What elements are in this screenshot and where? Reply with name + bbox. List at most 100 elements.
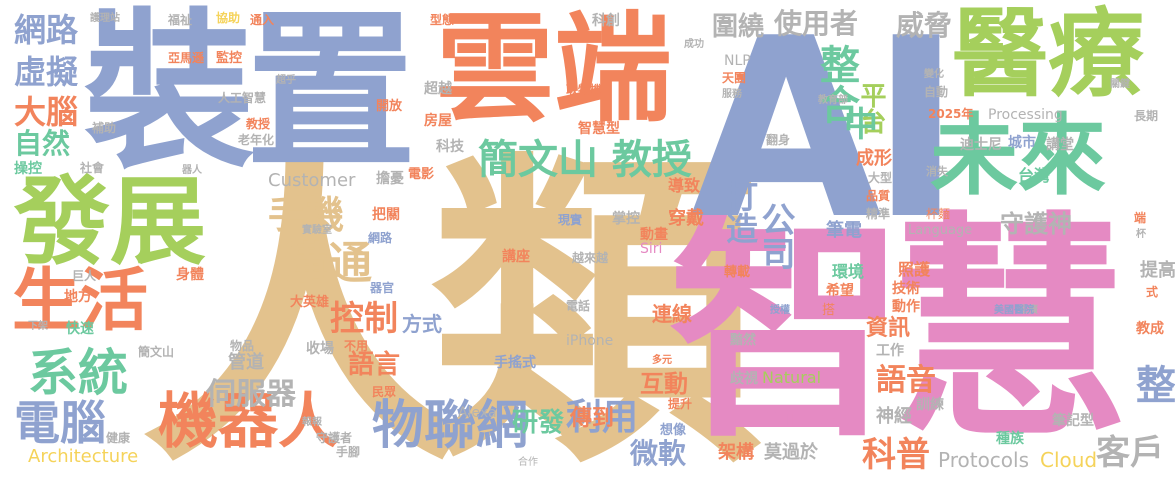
word-yuelaiyue: 電話	[566, 299, 591, 313]
word-zhihui: 智慧	[668, 193, 1128, 470]
word-weilai: 未來	[930, 104, 1107, 207]
word-buzhu: 護理站	[90, 13, 120, 24]
word-wireless: Wireless	[766, 406, 850, 430]
word-da: 照護	[898, 260, 931, 279]
word-buyong: 簡文山	[138, 345, 175, 359]
word-chengxing: 成形	[856, 148, 892, 169]
word-customer: Customer	[268, 170, 356, 191]
word-nlp: NLP	[724, 53, 751, 69]
word-diannao: 電腦	[14, 396, 106, 450]
word-pingtai: 平台	[856, 82, 886, 134]
word-chenggong: 教育部	[818, 95, 848, 106]
word-daozhi: 動畫	[640, 227, 668, 243]
word-tongru: 協助	[216, 11, 241, 25]
word-fanshen: 服務	[722, 89, 742, 100]
word-shouhushen: 守護神	[1000, 210, 1072, 238]
word-bei: 式	[1146, 285, 1159, 299]
word-qiren: 補助	[92, 121, 117, 135]
word-ziran: 自然	[14, 127, 71, 160]
word-jiagou: 架構	[718, 442, 754, 463]
word-shouyaoshi: 轉載	[724, 265, 751, 280]
word-shouhuzhe: 健康	[106, 431, 131, 445]
word-wanglu: 網路	[14, 11, 79, 49]
word-jianwenshan-jiaoshou: 簡文山 教授	[478, 137, 692, 183]
word-chaohu: 亞馬遜	[168, 51, 205, 65]
word-tisheng: 想像	[660, 423, 687, 438]
word-baguan: 把關	[372, 207, 400, 223]
word-protocols: Protocols	[938, 448, 1030, 472]
word-xuni: 虛擬	[14, 53, 79, 91]
word-daxing: 翻身	[766, 133, 791, 147]
word-dayingxiong: 不用	[344, 339, 369, 353]
word-quwuji: 超乎	[276, 75, 296, 86]
word-shoujiao: 提升	[668, 397, 693, 411]
word-shouquan: 美國醫院	[994, 305, 1034, 316]
word-jiqiren: 機器人	[158, 387, 338, 457]
word-fuwuqi: 伺服器	[206, 377, 296, 412]
word-renlei: 人類	[140, 123, 760, 482]
word-bijixing: 筆記型	[1052, 413, 1094, 429]
word-guandao: 管道	[228, 352, 264, 373]
word-chengshi: 城市	[1008, 135, 1036, 151]
word-bidian: 筆電	[826, 220, 862, 241]
word-fangwu: 房屋	[424, 113, 452, 129]
word-taiwan: 消失	[926, 165, 948, 178]
word-shi: 提高	[1140, 260, 1175, 281]
word-chuandao: 傳到	[570, 406, 615, 431]
word-2025nian: 杯麵	[926, 207, 951, 221]
word-zixun: 資訊	[866, 316, 911, 341]
word-jiaoyubu: 多元	[652, 355, 672, 366]
word-shenjing: 神經	[876, 406, 912, 427]
word-kuaisu: 快速	[66, 321, 94, 337]
word-anran: 歧視	[730, 371, 758, 387]
word-duan: 台灣	[1018, 166, 1051, 185]
word-zhongzu: 種族	[996, 431, 1024, 447]
word-zhaohu: 動作	[892, 299, 920, 315]
word-jingzhun: 品質	[866, 189, 891, 203]
word-caokong: 操控	[14, 161, 42, 177]
word-yuyin: 語音	[876, 363, 936, 398]
word-baobao: 下架	[28, 321, 48, 332]
word-zidong: 變化	[924, 69, 944, 80]
word-shenti: 身體	[176, 267, 204, 283]
word-juren: 實驗室	[302, 225, 332, 236]
word-weiruan: 微軟	[630, 437, 687, 470]
word-dongzuo: 技術	[892, 281, 920, 297]
word-zhihuixing: 智慧型	[578, 121, 620, 137]
word-yuyan: 語言	[348, 350, 401, 380]
word-kepu: 科普	[862, 435, 930, 475]
word-processing: Processing	[988, 107, 1063, 123]
word-jiangtang: 講堂	[1046, 137, 1074, 153]
word-yanfa: 研發	[512, 408, 565, 438]
word-jiankong: 型態	[430, 13, 455, 27]
word-tiantuan: 取物機	[566, 83, 603, 97]
word-dazao: 打造	[721, 180, 759, 244]
word-duoyuan: 授權	[770, 305, 790, 316]
word-iphone: iPhone	[566, 333, 614, 349]
word-hulizhan: 成功	[684, 39, 704, 50]
word-changqi: 自動	[924, 85, 949, 99]
word-zhangkong: 現實	[558, 213, 583, 227]
word-shouchang: 收場	[306, 341, 334, 357]
word-zheng: 整	[1136, 363, 1175, 409]
word-fuzhi: 越來越	[572, 251, 609, 265]
word-kechuang: 通入	[250, 13, 275, 27]
word-jianwenshan: 守護者	[316, 431, 353, 445]
word-guanjian: 端	[1134, 211, 1147, 225]
word-bianhua: 2025年	[928, 107, 974, 121]
word-difang: 地方	[64, 289, 92, 305]
word-ahmc: 合作	[518, 457, 538, 468]
word-zhuanzai: 黯然	[730, 333, 757, 348]
word-hudong: 互動	[640, 370, 688, 398]
word-language: Language	[908, 223, 973, 238]
word-rengongzhihui: 人工智慧	[218, 91, 267, 105]
word-natural: Natural	[762, 368, 822, 387]
word-xiangxiang: 手搖式	[494, 355, 536, 371]
word-zhenghe: 整合	[813, 44, 859, 124]
word-beimian: 精準	[866, 207, 891, 221]
word-lianxian: 連線	[652, 302, 692, 326]
word-donghua: 掌控	[612, 211, 640, 227]
word-huanjing: 導致	[668, 176, 701, 195]
word-tigao: 關鍵	[1110, 79, 1130, 90]
